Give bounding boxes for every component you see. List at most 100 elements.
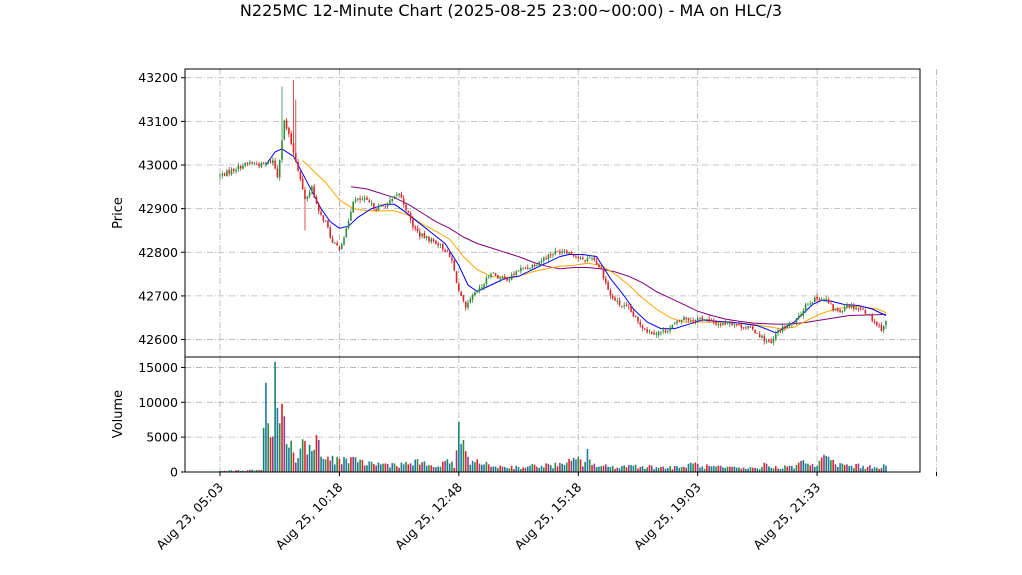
candle-body [478, 287, 481, 292]
candle-body [336, 242, 338, 246]
x-tick-label: Aug 25, 10:18 [273, 479, 346, 552]
volume-bar [249, 469, 251, 472]
candle-body [471, 294, 474, 300]
volume-bar [781, 468, 784, 472]
volume-bar [653, 469, 655, 472]
volume-bar [575, 459, 577, 472]
volume-ytick-label: 0 [170, 465, 178, 480]
volume-bar [618, 468, 621, 472]
volume-bar [221, 470, 224, 472]
candle-body [664, 330, 667, 333]
candle-body [586, 258, 589, 261]
volume-bar [327, 456, 329, 472]
volume-bar [710, 466, 713, 472]
candle-body [655, 334, 658, 335]
volume-bar [632, 465, 635, 472]
candle-body [648, 330, 651, 332]
volume-bar [469, 464, 472, 472]
candle-body [423, 232, 426, 239]
volume-bar [540, 465, 543, 472]
volume-bar [731, 466, 733, 472]
price-ytick-label: 42600 [138, 332, 178, 347]
volume-bar [673, 465, 676, 472]
candle-body [285, 120, 288, 129]
volume-bar [876, 467, 878, 472]
volume-ytick-label: 10000 [138, 395, 178, 410]
volume-bar [265, 382, 267, 472]
volume-bar [809, 465, 812, 472]
candle-body [375, 209, 377, 211]
volume-bar [508, 468, 511, 472]
volume-bar [804, 463, 807, 472]
candle-body [464, 301, 467, 308]
volume-bar [797, 462, 800, 472]
volume-bar [347, 463, 350, 472]
candle-body [481, 287, 483, 289]
volume-bar [751, 467, 754, 472]
volume-bar [614, 468, 616, 472]
candle-body [781, 326, 784, 332]
candle-body [563, 251, 566, 252]
volume-bar [407, 464, 410, 472]
volume-bar [712, 466, 715, 472]
volume-bar [377, 462, 380, 472]
volume-bar [641, 466, 644, 472]
candle-body [745, 327, 747, 329]
candle-body [297, 161, 299, 171]
volume-bar [354, 457, 357, 472]
candle-body [678, 320, 681, 322]
volume-bar [547, 463, 550, 472]
volume-bar [396, 466, 398, 472]
candle-body [639, 322, 642, 326]
volume-bar [722, 467, 724, 472]
candle-body [777, 330, 779, 334]
volume-bar [262, 427, 265, 472]
candle-body [278, 159, 281, 178]
candle-body [508, 279, 511, 281]
candle-body [814, 297, 816, 302]
candle-body [308, 191, 311, 197]
candle-body [510, 274, 513, 280]
candle-body [625, 305, 628, 307]
candle-body [689, 319, 692, 321]
candle-body [754, 329, 756, 334]
candle-body [830, 303, 832, 305]
volume-bar [324, 459, 327, 472]
volume-bar [768, 466, 770, 472]
candle-body [418, 231, 421, 237]
candle-body [515, 271, 518, 275]
candle-body [274, 160, 276, 169]
volume-bar [531, 463, 534, 472]
volume-bar [738, 467, 740, 472]
candle-body [230, 169, 233, 175]
candle-body [329, 227, 332, 238]
volume-bar [283, 416, 286, 472]
volume-bar [281, 403, 283, 472]
price-ytick-label: 42800 [138, 245, 178, 260]
volume-bar [729, 466, 731, 472]
candle-body [446, 251, 449, 253]
volume-bar [747, 468, 750, 472]
volume-bar [379, 464, 382, 472]
candle-body [653, 332, 655, 335]
volume-bar [529, 465, 531, 472]
volume-bar [825, 455, 828, 472]
candle-body [685, 317, 688, 319]
volume-bar [683, 466, 685, 472]
candle-body [458, 283, 460, 292]
candle-body [377, 206, 380, 211]
candle-body [393, 195, 396, 199]
chart-title: N225MC 12-Minute Chart (2025-08-25 23:00… [240, 1, 782, 20]
volume-bar [584, 461, 586, 472]
candle-body [327, 220, 329, 228]
volume-bar [474, 462, 476, 472]
candle-body [788, 323, 791, 327]
candle-body [609, 290, 612, 296]
candle-body [859, 308, 862, 310]
volume-bar [398, 467, 400, 472]
candle-body [389, 200, 391, 204]
candle-body [228, 170, 230, 174]
candle-body [524, 268, 527, 270]
candle-body [683, 316, 685, 321]
candle-body [547, 254, 550, 260]
